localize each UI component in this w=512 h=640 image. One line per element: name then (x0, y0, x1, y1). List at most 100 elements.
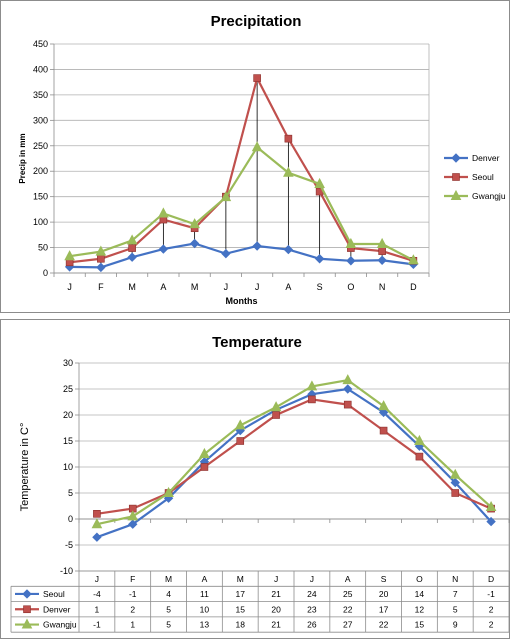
table-cell-denver: 15 (236, 604, 246, 614)
table-cell-denver: 22 (343, 604, 353, 614)
data-point-denver (272, 411, 280, 419)
data-point-seoul (343, 384, 353, 394)
data-point-gwangju (408, 254, 419, 265)
data-point-seoul (128, 244, 136, 252)
table-cell-denver: 12 (415, 604, 425, 614)
data-point-denver (189, 238, 200, 249)
table-cell-gwangju: 26 (307, 620, 317, 630)
legend-label-denver: Denver (472, 153, 500, 163)
x-tick-label: F (98, 282, 104, 292)
legend-marker-seoul (452, 173, 460, 181)
x-tick-label: A (160, 282, 166, 292)
data-point-denver (252, 241, 262, 251)
data-point-denver (308, 395, 316, 404)
table-cell-denver: 5 (453, 604, 458, 614)
table-cell-seoul: -1 (129, 589, 137, 599)
y-tick-label: 5 (68, 488, 73, 498)
table-cell-seoul: 21 (271, 589, 281, 599)
y-tick-label: 25 (63, 384, 73, 394)
table-cell-gwangju: 5 (166, 620, 171, 630)
table-cell-gwangju: 21 (271, 620, 281, 630)
data-point-denver (346, 256, 356, 266)
data-point-gwangju (314, 177, 325, 188)
x-tick-label: J (274, 574, 278, 584)
table-cell-gwangju: 27 (343, 620, 353, 630)
data-point-denver (96, 262, 106, 273)
table-cell-denver: 1 (95, 604, 100, 614)
data-point-denver (127, 252, 137, 262)
data-point-gwangju (306, 380, 318, 391)
y-tick-label: 450 (33, 39, 48, 49)
data-point-seoul (128, 519, 138, 529)
temperature-chart: Temperature-10-5051015202530Temperature … (10, 334, 510, 633)
table-cell-denver: 2 (130, 604, 135, 614)
data-point-gwangju (378, 400, 389, 411)
x-tick-label: M (191, 282, 199, 292)
y-tick-label: -5 (65, 540, 73, 550)
x-tick-label: M (165, 574, 172, 584)
y-tick-label: 0 (43, 268, 48, 278)
data-point-gwangju (95, 245, 107, 256)
table-cell-seoul: 25 (343, 589, 353, 599)
x-tick-label: A (285, 282, 291, 292)
legend-marker-denver (23, 605, 31, 614)
y-tick-label: 30 (63, 358, 73, 368)
precipitation-chart-panel: Precipitation 0 50 100 150 200 250 300 350 400 450… (0, 0, 510, 313)
legend-label-gwangju: Gwangju (43, 620, 77, 630)
x-tick-label: N (452, 574, 458, 584)
data-point-gwangju (127, 510, 139, 521)
y-axis-label: Precip in mm (18, 133, 27, 183)
x-tick-label: J (224, 282, 229, 292)
table-cell-seoul: -4 (93, 589, 101, 599)
legend-label-denver: Denver (43, 604, 71, 614)
data-point-seoul (378, 247, 386, 255)
data-point-gwangju (376, 237, 388, 248)
table-cell-gwangju: -1 (93, 620, 101, 630)
y-tick-label: -10 (60, 566, 73, 576)
table-cell-gwangju: 2 (489, 620, 494, 630)
x-tick-label: S (317, 282, 323, 292)
data-point-gwangju (449, 468, 461, 479)
data-point-denver (343, 400, 352, 409)
data-point-denver (236, 437, 245, 445)
data-point-gwangju (126, 234, 138, 245)
chart-title: Precipitation (211, 13, 302, 30)
data-point-seoul (486, 516, 496, 527)
x-tick-label: S (381, 574, 387, 584)
x-tick-label: J (95, 574, 99, 584)
table-cell-denver: 20 (271, 604, 281, 614)
table-cell-gwangju: 1 (130, 620, 135, 630)
y-tick-label: 200 (33, 166, 48, 176)
series-line-gwangju (69, 145, 414, 262)
legend-marker-seoul (22, 589, 32, 599)
table-cell-denver: 23 (307, 604, 317, 614)
table-cell-gwangju: 22 (379, 620, 389, 630)
data-point-seoul (92, 532, 102, 542)
table-cell-seoul: 7 (453, 589, 458, 599)
data-point-gwangju (91, 518, 103, 529)
data-point-denver (377, 255, 387, 265)
data-point-denver (451, 489, 460, 497)
y-tick-label: 300 (33, 115, 48, 125)
data-point-gwangju (283, 166, 294, 177)
legend-label-gwangju: Gwangju (472, 191, 506, 201)
series-line-denver (69, 242, 414, 269)
x-tick-label: M (237, 574, 244, 584)
x-tick-label: O (347, 282, 354, 292)
table-cell-seoul: -1 (487, 589, 495, 599)
y-axis-label: Temperature in C° (19, 423, 31, 512)
series-line-seoul (96, 387, 492, 539)
y-tick-label: 50 (38, 243, 48, 253)
data-point-denver (93, 510, 101, 518)
table-cell-gwangju: 18 (236, 620, 246, 630)
data-point-gwangju (220, 191, 232, 202)
table-cell-seoul: 17 (236, 589, 246, 599)
x-tick-label: F (130, 574, 135, 584)
table-cell-seoul: 4 (166, 589, 171, 599)
y-tick-label: 0 (68, 514, 73, 524)
legend-label-seoul: Seoul (43, 589, 65, 599)
data-point-gwangju (345, 237, 357, 248)
table-cell-denver: 5 (166, 604, 171, 614)
x-tick-label: O (416, 574, 423, 584)
y-tick-label: 20 (63, 410, 73, 420)
